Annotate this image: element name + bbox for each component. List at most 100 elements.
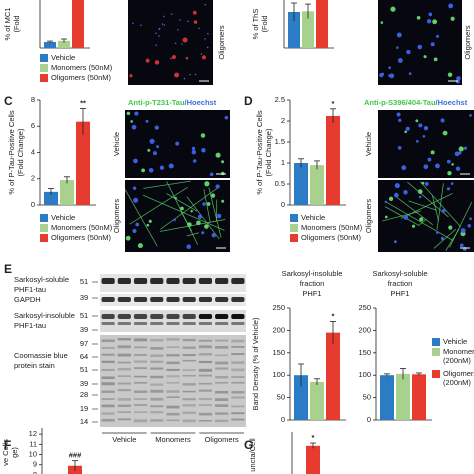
gel-band	[101, 398, 115, 400]
nucleus	[133, 158, 138, 164]
nucleus	[135, 222, 140, 227]
neurite	[449, 201, 473, 248]
nucleus	[221, 199, 225, 203]
y-axis-label: (Fold	[12, 15, 21, 32]
nucleus	[469, 113, 472, 117]
neurite	[408, 200, 438, 211]
nucleus	[163, 24, 166, 26]
blot-row-label: Sarkosyl-soluble	[14, 275, 69, 284]
error-bar	[80, 108, 86, 135]
gel-band	[231, 339, 245, 343]
gel-band	[215, 339, 229, 342]
bar	[302, 11, 314, 49]
legend-swatch	[290, 214, 298, 222]
nucleus	[170, 57, 172, 60]
gel-band	[182, 419, 196, 423]
nucleus	[394, 192, 399, 198]
y-tick-label: 12	[29, 429, 37, 438]
mw-marker: 28	[80, 390, 88, 399]
gel-band	[198, 353, 213, 356]
gel-band	[215, 367, 229, 370]
bar	[288, 12, 300, 48]
nucleus	[447, 72, 453, 77]
bar	[58, 40, 70, 48]
error-bar	[64, 176, 70, 184]
gel-band	[166, 338, 180, 341]
gel-band	[215, 354, 229, 357]
nucleus	[185, 56, 189, 60]
blot-row-label: PHF1-tau	[14, 285, 46, 294]
y-tick-label: 200	[358, 325, 371, 334]
nucleus	[170, 13, 173, 15]
nucleus	[455, 166, 461, 171]
bar	[294, 375, 308, 420]
gel-band	[231, 412, 245, 415]
bar	[306, 445, 320, 474]
nucleus	[405, 126, 410, 131]
gel-band	[166, 346, 180, 349]
image-label: Oligomers	[217, 25, 226, 59]
legend-label: Oligomers (50nM)	[301, 233, 362, 242]
gel-band	[231, 368, 245, 372]
gel-band	[133, 411, 148, 413]
nucleus	[155, 32, 157, 35]
legend-label: Oligomers (50nM)	[51, 73, 112, 82]
gel-band	[215, 404, 229, 407]
panel-label: G	[244, 438, 253, 452]
mw-marker: 97	[80, 339, 88, 348]
nucleus	[209, 172, 214, 177]
band	[101, 314, 115, 319]
gel-band	[101, 347, 115, 349]
gel-band	[166, 396, 180, 398]
error-bar	[61, 38, 67, 43]
nucleus	[134, 111, 139, 116]
gel-band	[182, 383, 196, 386]
neurite	[385, 201, 454, 241]
nucleus	[436, 34, 440, 38]
legend-swatch	[432, 348, 440, 356]
gel-band	[101, 390, 115, 393]
nucleus	[403, 190, 408, 195]
nucleus	[191, 150, 197, 155]
gel-band	[182, 411, 196, 415]
gel-band	[101, 418, 115, 422]
y-tick-label: 2	[281, 116, 285, 125]
band	[117, 278, 131, 284]
gel-band	[166, 368, 180, 371]
neurite	[384, 206, 420, 227]
error-bar	[48, 188, 54, 196]
nucleus	[204, 38, 206, 40]
bar	[412, 374, 426, 420]
nucleus	[125, 235, 131, 241]
band	[215, 314, 229, 319]
error-bar	[298, 158, 304, 168]
y-tick-label: 150	[272, 348, 285, 357]
gel-band	[215, 412, 229, 415]
gel-band	[133, 419, 148, 423]
nucleus	[211, 232, 216, 238]
legend-label: (200nM)	[443, 356, 471, 365]
gel-band	[101, 353, 115, 356]
nucleus	[446, 187, 451, 191]
band	[150, 297, 164, 302]
micrograph	[128, 0, 213, 85]
nucleus	[180, 206, 184, 211]
nucleus	[200, 133, 206, 138]
image-label: Oligomers	[112, 199, 121, 233]
error-bar	[384, 373, 390, 377]
y-axis-label: Band Density (% of Vehicle)	[251, 317, 260, 410]
legend-swatch	[432, 338, 440, 346]
legend-swatch	[290, 234, 298, 242]
nucleus	[381, 72, 385, 76]
nucleus	[130, 120, 133, 123]
bar	[310, 381, 324, 420]
nucleus	[467, 224, 472, 228]
nucleus	[422, 134, 426, 138]
nucleus	[171, 54, 176, 60]
gel-band	[182, 404, 196, 407]
micrograph-cells	[124, 180, 226, 249]
gel-band	[133, 360, 148, 363]
nucleus	[148, 219, 152, 223]
nucleus	[404, 130, 408, 134]
